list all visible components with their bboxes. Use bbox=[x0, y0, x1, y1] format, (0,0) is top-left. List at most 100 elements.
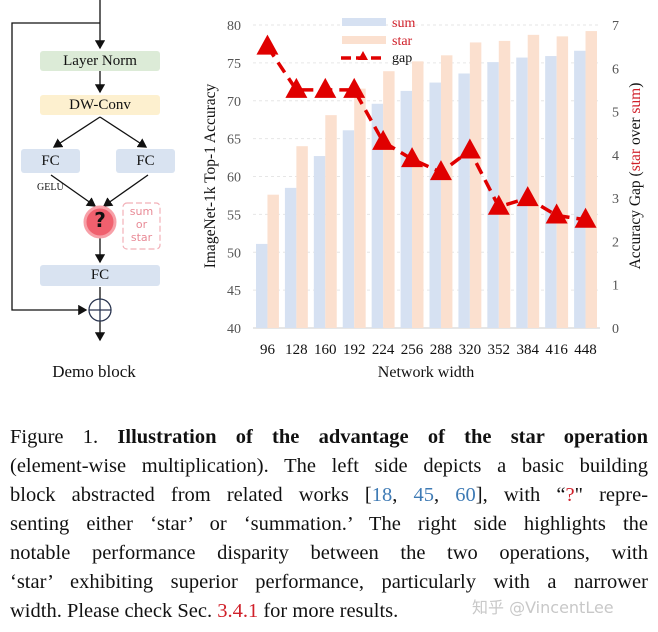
bar-sum bbox=[487, 62, 499, 329]
arrow bbox=[52, 116, 101, 148]
y-tick-label: 40 bbox=[227, 322, 241, 337]
legend-label-sum: sum bbox=[392, 16, 415, 31]
gap-marker-triangle bbox=[314, 77, 337, 98]
y-axis-label: ImageNet-1k Top-1 Accuracy bbox=[202, 83, 219, 268]
gap-marker-triangle bbox=[401, 147, 424, 168]
legend-label-star: star bbox=[392, 34, 413, 49]
y-tick-label: 65 bbox=[227, 133, 241, 148]
x-tick-label: 384 bbox=[516, 342, 539, 358]
caption-title: Illustration of the advantage of the sta… bbox=[117, 426, 649, 448]
bar-star bbox=[585, 31, 597, 329]
bar-sum bbox=[371, 103, 384, 328]
x-tick-label: 96 bbox=[260, 342, 276, 358]
bar-sum bbox=[400, 90, 413, 328]
y2-tick-label: 4 bbox=[612, 149, 619, 164]
operation-circle bbox=[83, 205, 117, 239]
bar-sum bbox=[574, 50, 586, 328]
x-tick-label: 352 bbox=[488, 342, 511, 358]
op-choices: sum or star bbox=[123, 205, 160, 244]
legend-swatch-sum bbox=[342, 18, 386, 26]
x-tick-label: 448 bbox=[574, 342, 597, 358]
gap-marker-triangle bbox=[372, 129, 395, 150]
gap-marker-triangle bbox=[516, 186, 539, 207]
caption-text: , bbox=[392, 484, 414, 506]
y2-label-part: ) bbox=[627, 83, 644, 88]
bar-sum bbox=[284, 187, 297, 328]
demo-block-diagram bbox=[11, 0, 161, 342]
bar-star bbox=[498, 40, 511, 328]
caption-text: , bbox=[434, 484, 456, 506]
y-tick-label: 50 bbox=[227, 246, 241, 261]
bar-sum bbox=[256, 243, 268, 328]
y-tick-label: 70 bbox=[227, 95, 241, 110]
gap-marker-triangle bbox=[429, 160, 452, 181]
y2-label-part: over bbox=[627, 114, 644, 149]
layer-norm-block: Layer Norm bbox=[40, 51, 160, 71]
legend-swatch-star bbox=[342, 36, 386, 44]
arrow bbox=[102, 174, 149, 207]
diagram-caption: Demo block bbox=[52, 362, 136, 381]
gap-marker-triangle bbox=[574, 207, 597, 228]
gap-marker-triangle bbox=[487, 194, 510, 215]
x-tick-label: 128 bbox=[285, 342, 308, 358]
citation-link[interactable]: 60 bbox=[455, 484, 476, 506]
citation-link[interactable]: 18 bbox=[371, 484, 393, 506]
x-tick-label: 416 bbox=[545, 342, 568, 358]
fc-out-block: FC bbox=[40, 265, 160, 286]
citation-link[interactable]: 45 bbox=[413, 484, 435, 506]
y2-label-part: Accuracy Gap ( bbox=[627, 171, 644, 269]
x-tick-label: 192 bbox=[343, 342, 366, 358]
op-choices-box bbox=[122, 202, 161, 250]
caption-text: width. Please check Sec. bbox=[10, 600, 218, 622]
caption-text: block abstracted from related works [ bbox=[10, 484, 372, 506]
y-tick-label: 80 bbox=[227, 19, 241, 34]
x-tick-label: 320 bbox=[459, 342, 482, 358]
y-tick-label: 75 bbox=[227, 57, 241, 72]
bar-star bbox=[296, 146, 308, 328]
y2-tick-label: 7 bbox=[612, 19, 619, 34]
y2-tick-label: 1 bbox=[612, 279, 619, 294]
caption-line: width. Please check Sec. 3.4.1 for more … bbox=[10, 599, 648, 623]
y2-tick-label: 2 bbox=[612, 235, 619, 250]
bar-star bbox=[325, 115, 337, 328]
y2-tick-label: 6 bbox=[612, 62, 619, 77]
bar-star bbox=[469, 42, 482, 329]
fc-left-block: FC bbox=[21, 149, 80, 173]
bar-star bbox=[556, 36, 569, 329]
caption-line: Figure 1. Illustration of the advantage … bbox=[10, 425, 648, 449]
figure-label: Figure 1. bbox=[10, 426, 118, 448]
question-symbol: ? bbox=[565, 484, 575, 506]
question-mark-icon: ? bbox=[94, 208, 106, 232]
y-tick-label: 45 bbox=[227, 284, 241, 299]
legend-label-gap: gap bbox=[392, 51, 412, 66]
caption-line: notable performance disparity between th… bbox=[10, 542, 648, 564]
caption-text: ], with “ bbox=[475, 484, 566, 506]
legend-marker-gap bbox=[358, 51, 368, 60]
bar-sum bbox=[516, 57, 528, 328]
y2-tick-label: 3 bbox=[612, 192, 619, 207]
bar-star bbox=[267, 194, 279, 328]
arrow bbox=[50, 174, 97, 207]
bar-star bbox=[383, 71, 395, 329]
y2-tick-label: 0 bbox=[612, 322, 619, 337]
bar-sum bbox=[545, 56, 557, 329]
y2-tick-label: 5 bbox=[612, 106, 619, 121]
op-choice-or: or bbox=[135, 218, 148, 231]
gap-marker-triangle bbox=[545, 203, 568, 224]
bar-sum bbox=[342, 130, 355, 328]
y2-axis-label: Accuracy Gap (star over sum) bbox=[627, 83, 644, 270]
caption-line: senting either ‘star’ or ‘summation.’ Th… bbox=[10, 513, 648, 535]
caption-line: ‘star’ exhibiting superior performance, … bbox=[10, 571, 648, 593]
y-tick-label: 55 bbox=[227, 208, 241, 223]
caption-line: (element-wise multiplication). The left … bbox=[10, 455, 648, 477]
bar-star bbox=[527, 34, 540, 328]
bar-sum bbox=[458, 73, 470, 328]
bar-sum bbox=[429, 82, 441, 328]
caption-text: for more results. bbox=[258, 600, 399, 622]
bar-star bbox=[354, 88, 366, 328]
section-link[interactable]: 3.4.1 bbox=[217, 600, 259, 622]
caption-line: block abstracted from related works [18,… bbox=[10, 483, 648, 507]
x-tick-label: 160 bbox=[314, 342, 337, 358]
